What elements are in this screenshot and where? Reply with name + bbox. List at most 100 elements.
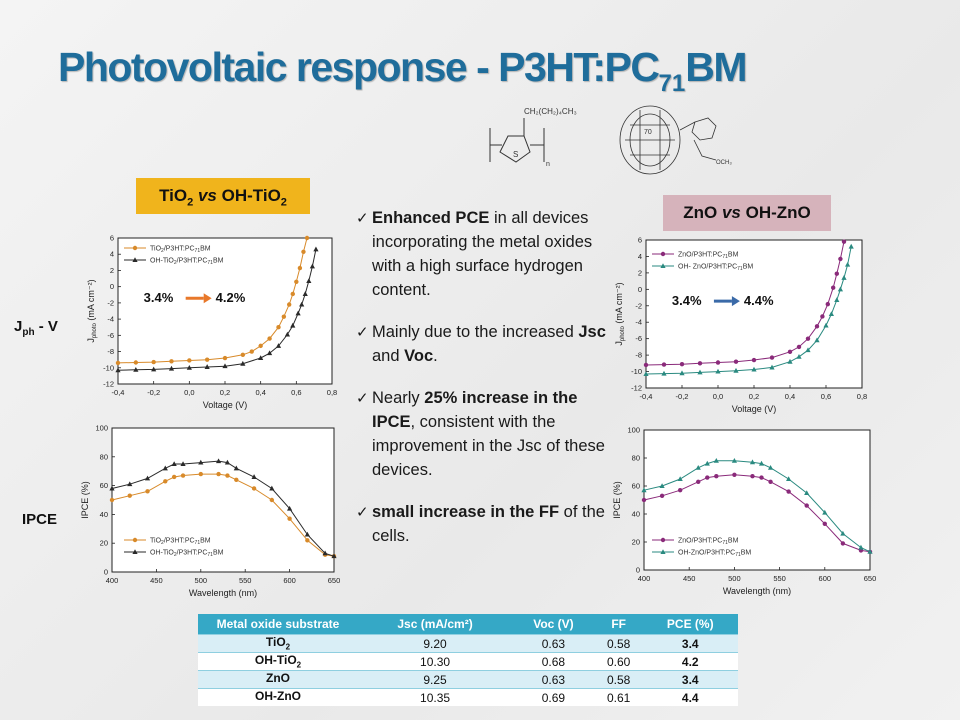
col-header: FF <box>594 614 643 635</box>
data-point <box>115 360 121 366</box>
data-point <box>306 278 312 283</box>
x-tick-label: 600 <box>283 576 296 585</box>
data-point <box>751 357 757 363</box>
series-1 <box>641 458 873 554</box>
x-tick-label: 550 <box>773 574 786 583</box>
y-tick-label: 0 <box>104 568 108 577</box>
legend-label: ZnO/P3HT:PC71BM <box>678 252 739 261</box>
data-point <box>705 475 710 480</box>
data-point <box>215 458 222 464</box>
data-point <box>287 505 293 511</box>
data-point <box>837 286 843 292</box>
table-row: ZnO 9.25 0.63 0.58 3.4 <box>198 670 738 689</box>
series-0 <box>643 239 847 368</box>
data-point <box>858 544 864 550</box>
x-axis-label: Wavelength (nm) <box>189 588 257 598</box>
y-tick-label: -8 <box>107 347 114 356</box>
jsc-cell: 9.25 <box>358 670 513 689</box>
data-point <box>828 311 834 316</box>
y-axis-label: IPCE (%) <box>612 481 622 519</box>
ff-cell: 0.58 <box>594 634 643 653</box>
pce-after-label: 4.4% <box>744 293 774 308</box>
data-point <box>769 355 775 360</box>
y-axis-label: IPCE (%) <box>80 481 90 519</box>
data-point <box>840 541 846 546</box>
series-line <box>111 460 335 557</box>
y-tick-label: 60 <box>100 481 108 490</box>
data-point <box>641 487 647 493</box>
y-tick-label: -6 <box>635 334 642 343</box>
data-point <box>786 476 792 481</box>
data-point <box>297 265 303 271</box>
x-tick-label: 0,0 <box>184 388 194 397</box>
data-point <box>838 256 843 262</box>
data-point <box>169 359 174 364</box>
data-point <box>151 359 156 365</box>
data-point <box>133 360 139 365</box>
data-point <box>258 343 263 349</box>
series-line <box>643 460 871 553</box>
x-tick-label: 650 <box>328 576 341 585</box>
y-tick-label: 100 <box>627 426 640 435</box>
data-point <box>204 357 210 362</box>
y-tick-label: 0 <box>638 285 642 294</box>
y-tick-label: -4 <box>635 318 642 327</box>
data-point <box>823 322 829 328</box>
legend-marker <box>660 537 666 543</box>
data-point <box>224 459 231 465</box>
y-tick-label: 20 <box>100 539 108 548</box>
x-tick-label: 500 <box>728 574 741 583</box>
x-axis-label: Voltage (V) <box>203 400 248 410</box>
legend-marker <box>132 257 138 262</box>
chemical-structures: S n CH₂(CH₂)₄CH₃ 70 OCH₃ <box>489 105 732 175</box>
plot-area <box>111 427 335 573</box>
ipce-zno-chart: 400 450 500 550 600 650 0 20 40 60 80 100 Wavelength… <box>612 426 876 597</box>
data-point <box>251 486 257 491</box>
series-0 <box>641 472 873 554</box>
data-point <box>796 344 802 350</box>
x-tick-label: -0,2 <box>676 392 689 401</box>
x-tick-label: 400 <box>106 576 119 585</box>
data-point <box>290 322 296 328</box>
data-point <box>845 261 851 267</box>
data-point <box>331 553 337 559</box>
finding-item: ✓ Enhanced PCE in all devices incorporat… <box>356 206 616 302</box>
data-point <box>767 465 774 470</box>
checkmark-icon: ✓ <box>356 209 369 227</box>
col-header: Voc (V) <box>512 614 595 635</box>
x-tick-label: 0,6 <box>291 388 301 397</box>
data-point <box>733 359 739 364</box>
data-point <box>133 367 139 372</box>
checkmark-icon: ✓ <box>356 323 369 341</box>
y-tick-label: 4 <box>638 252 642 261</box>
data-point <box>759 475 764 480</box>
data-point <box>769 364 775 370</box>
data-point <box>198 471 203 477</box>
series-1 <box>109 458 337 559</box>
legend-label: OH-TiO2/P3HT:PC71BM <box>150 258 224 267</box>
legend-label: OH-TiO2/P3HT:PC71BM <box>150 550 224 559</box>
x-tick-label: 0,8 <box>857 392 867 401</box>
data-point <box>831 285 836 290</box>
y-tick-label: -4 <box>107 315 114 324</box>
data-point <box>805 347 811 353</box>
data-point <box>269 485 275 491</box>
series-line <box>643 474 871 553</box>
table-row: OH-ZnO 10.35 0.69 0.61 4.4 <box>198 688 738 706</box>
data-point <box>814 337 820 343</box>
legend-marker <box>660 549 666 554</box>
voc-cell: 0.69 <box>512 688 595 706</box>
data-point <box>233 465 239 471</box>
substrate-cell: TiO2 <box>198 634 358 653</box>
pcbm-cage-label: 70 <box>644 129 652 136</box>
y-tick-label: -12 <box>631 384 642 393</box>
data-point <box>697 369 703 375</box>
data-point <box>151 366 157 372</box>
data-point <box>749 459 756 465</box>
data-point <box>715 368 721 374</box>
legend-marker <box>660 251 666 257</box>
y-tick-label: 2 <box>110 266 114 275</box>
data-point <box>787 358 793 364</box>
jsc-cell: 9.20 <box>358 634 513 653</box>
data-point <box>266 350 273 356</box>
